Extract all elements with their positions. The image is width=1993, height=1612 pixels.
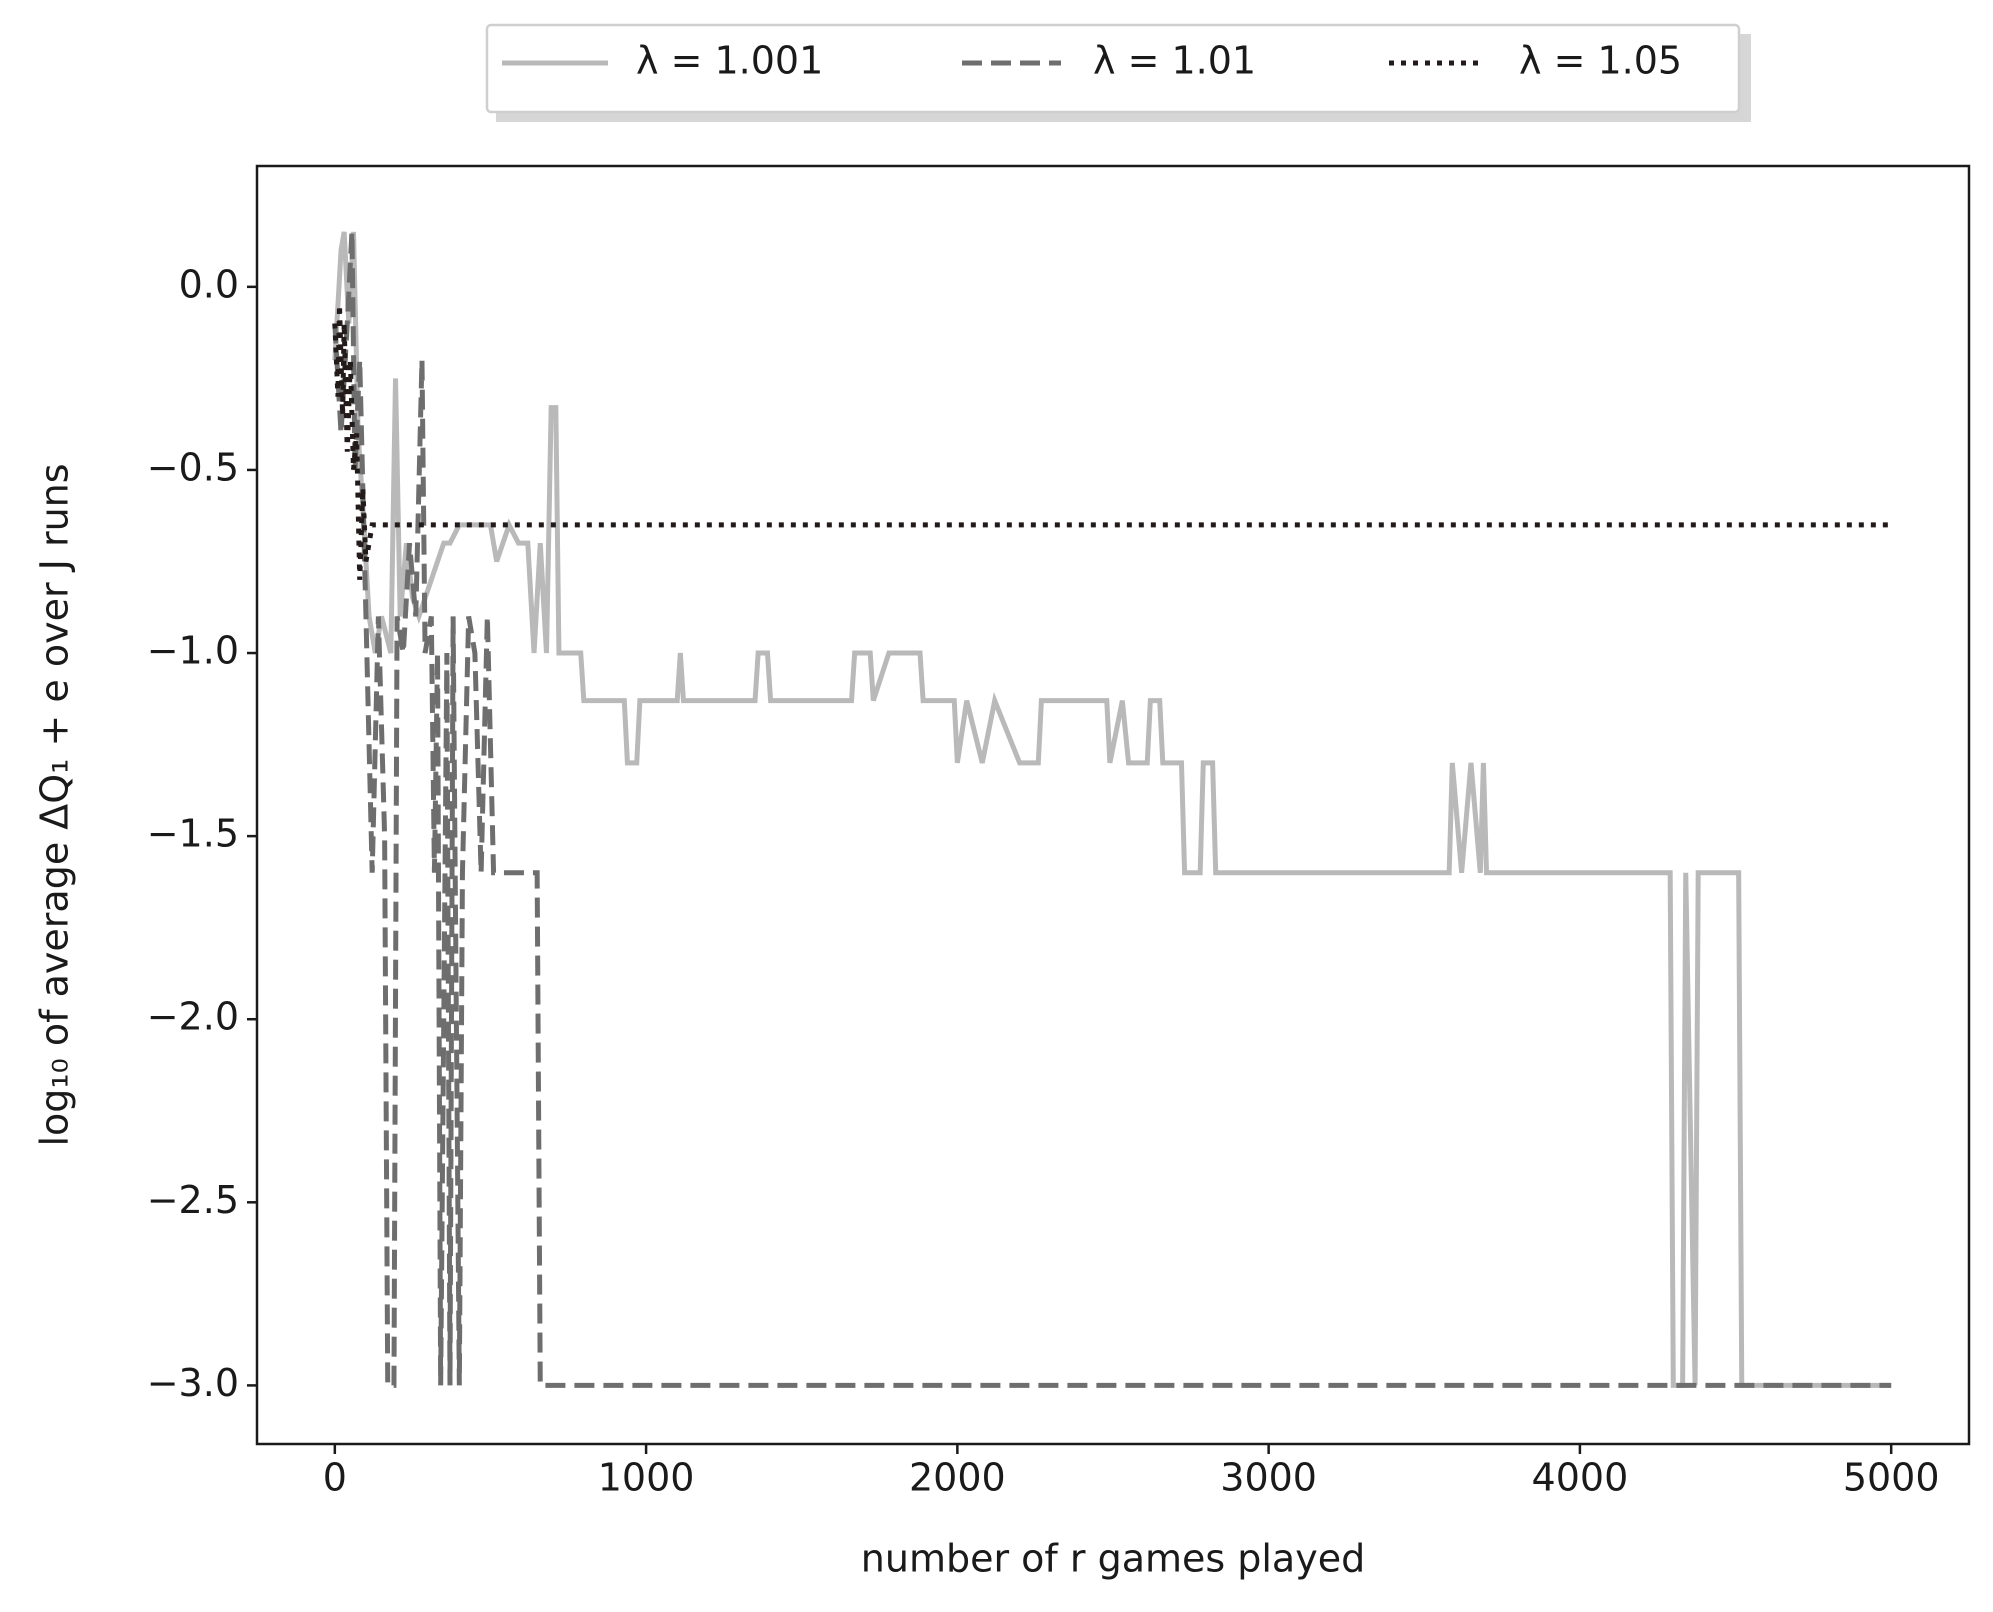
plot-frame — [255, 164, 1971, 1446]
x-axis-label: number of r games played — [861, 1537, 1365, 1581]
y-axis-label: log₁₀ of average ΔQ₁ + e over J runs — [33, 463, 77, 1146]
y-tick-label: −2.5 — [147, 1178, 239, 1222]
legend-label: λ = 1.05 — [1519, 39, 1682, 83]
y-tick-label: −2.0 — [147, 995, 239, 1039]
x-tick-label: 4000 — [1532, 1456, 1629, 1500]
y-tick-label: −3.0 — [147, 1361, 239, 1405]
y-tick-label: −1.5 — [147, 812, 239, 856]
x-tick-label: 2000 — [909, 1456, 1006, 1500]
x-tick-label: 0 — [323, 1456, 347, 1500]
x-tick-label: 1000 — [598, 1456, 695, 1500]
legend-label: λ = 1.001 — [636, 39, 823, 83]
data-line — [332, 305, 1892, 580]
legend-box — [485, 23, 1741, 114]
y-tick-label: 0.0 — [179, 262, 239, 306]
x-tick-label: 5000 — [1843, 1456, 1940, 1500]
x-tick-label: 3000 — [1220, 1456, 1317, 1500]
y-tick-label: −0.5 — [147, 445, 239, 489]
y-tick-label: −1.0 — [147, 629, 239, 673]
data-line — [332, 231, 1892, 1388]
legend-label: λ = 1.01 — [1093, 39, 1256, 83]
data-line — [332, 231, 1892, 1388]
